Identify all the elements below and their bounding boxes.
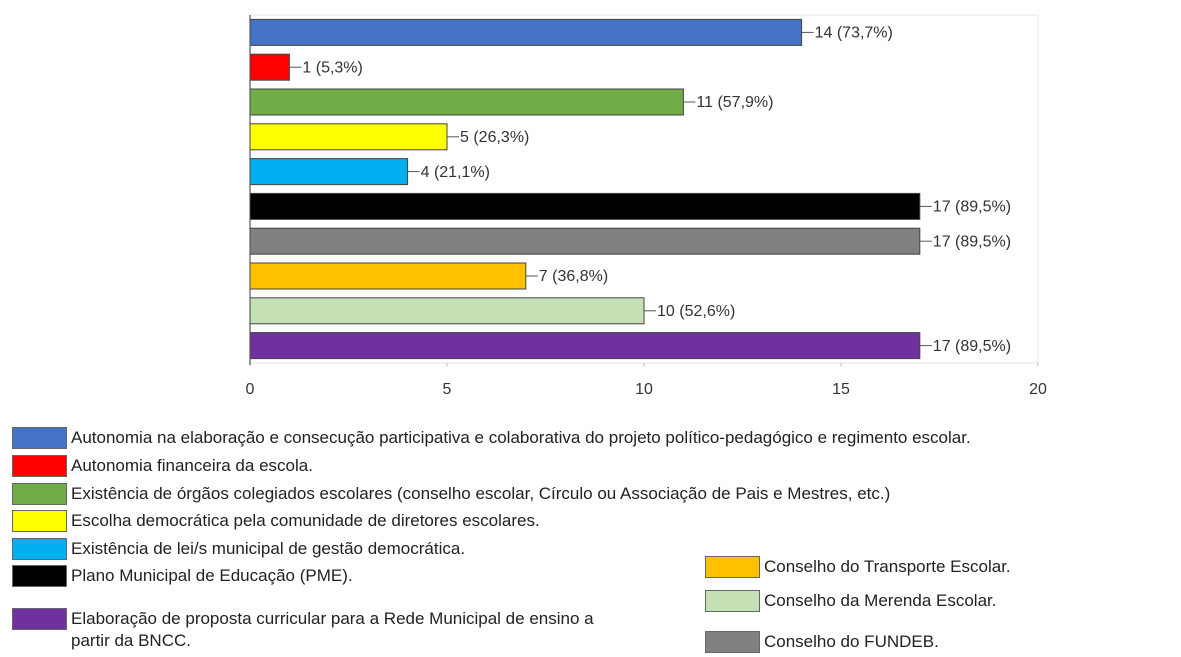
- value-label: 17 (89,5%): [933, 338, 1011, 355]
- legend-item: Autonomia na elaboração e consecução par…: [12, 427, 1181, 449]
- value-label: 10 (52,6%): [657, 303, 735, 320]
- legend-item: Plano Municipal de Educação (PME).: [12, 565, 612, 587]
- legend-swatch: [12, 427, 67, 449]
- legend-label: Autonomia financeira da escola.: [71, 456, 313, 475]
- value-label: 17 (89,5%): [933, 233, 1011, 250]
- bar: [249, 158, 409, 186]
- legend-swatch: [705, 556, 760, 578]
- x-tick-label: 5: [443, 381, 452, 398]
- legend-swatch: [12, 565, 67, 587]
- bar: [249, 192, 921, 220]
- bar: [249, 18, 803, 46]
- legend-item: Conselho do Transporte Escolar.: [705, 556, 1105, 578]
- bar: [249, 53, 290, 81]
- legend-swatch: [12, 608, 67, 630]
- legend-label: Conselho do Transporte Escolar.: [764, 557, 1011, 576]
- legend-item: Existência de lei/s municipal de gestão …: [12, 538, 712, 560]
- bar: [249, 123, 448, 151]
- legend-label: Plano Municipal de Educação (PME).: [71, 566, 353, 585]
- x-tick-label: 0: [246, 381, 255, 398]
- legend-item: Autonomia financeira da escola.: [12, 455, 512, 477]
- legend-label: Elaboração de proposta curricular para a…: [71, 609, 594, 650]
- bar: [249, 262, 527, 290]
- legend-item: Elaboração de proposta curricular para a…: [12, 608, 632, 652]
- legend-label: Existência de órgãos colegiados escolare…: [71, 484, 891, 503]
- legend-swatch: [705, 590, 760, 612]
- legend-label: Conselho da Merenda Escolar.: [764, 591, 997, 610]
- x-tick-label: 10: [635, 381, 653, 398]
- legend-swatch: [705, 631, 760, 653]
- legend-item: Conselho do FUNDEB.: [705, 631, 1105, 653]
- bar: [249, 88, 684, 116]
- legend-item: Existência de órgãos colegiados escolare…: [12, 483, 1112, 505]
- value-label: 17 (89,5%): [933, 199, 1011, 216]
- value-label: 11 (57,9%): [696, 94, 773, 111]
- legend-label: Conselho do FUNDEB.: [764, 632, 939, 651]
- value-label: 7 (36,8%): [539, 268, 608, 285]
- legend-item: Conselho da Merenda Escolar.: [705, 590, 1105, 612]
- legend-swatch: [12, 510, 67, 532]
- value-label: 1 (5,3%): [302, 59, 362, 76]
- value-label: 5 (26,3%): [460, 129, 529, 146]
- legend-label: Autonomia na elaboração e consecução par…: [71, 428, 971, 447]
- legend-swatch: [12, 483, 67, 505]
- legend-item: Escolha democrática pela comunidade de d…: [12, 510, 712, 532]
- legend-label: Escolha democrática pela comunidade de d…: [71, 511, 540, 530]
- legend-swatch: [12, 455, 67, 477]
- legend-label: Existência de lei/s municipal de gestão …: [71, 539, 466, 558]
- bar: [249, 332, 921, 360]
- value-label: 14 (73,7%): [815, 25, 893, 42]
- x-tick-label: 20: [1029, 381, 1047, 398]
- value-label: 4 (21,1%): [421, 164, 490, 181]
- legend-swatch: [12, 538, 67, 560]
- bar: [249, 297, 645, 325]
- bar: [249, 227, 921, 255]
- x-tick-label: 15: [832, 381, 850, 398]
